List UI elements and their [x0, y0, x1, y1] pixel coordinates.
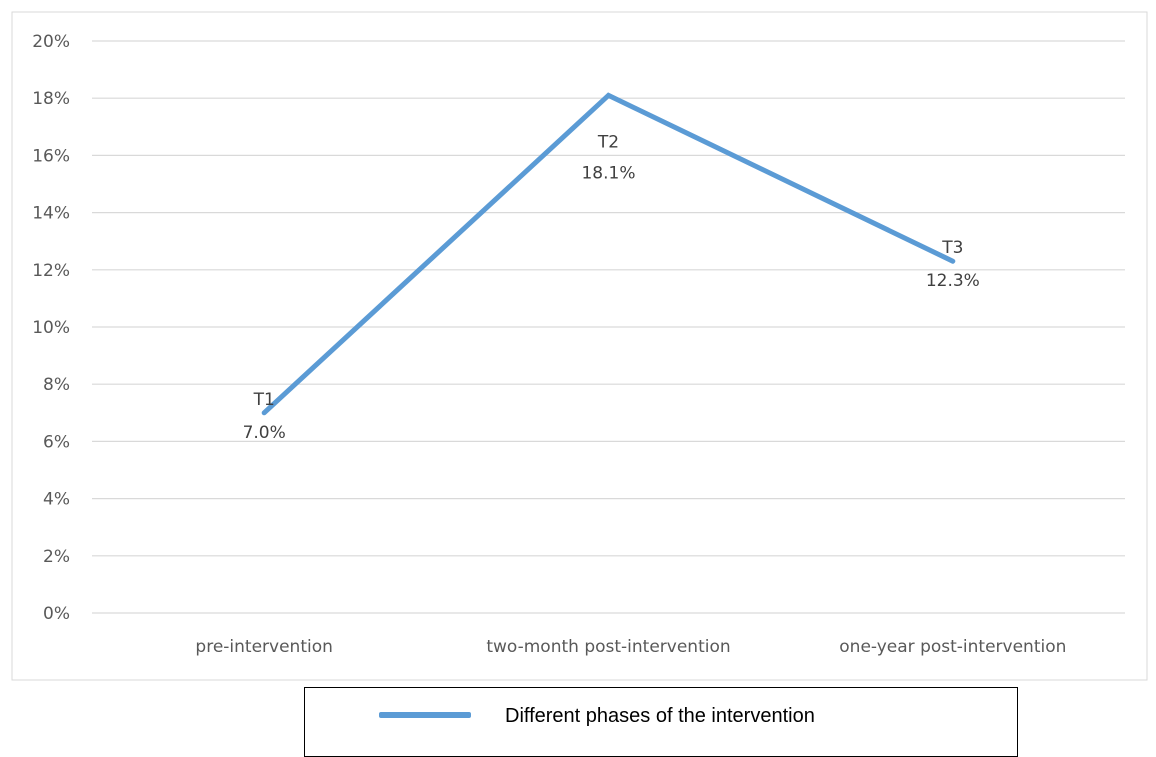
point-label: T3 — [941, 238, 963, 258]
y-tick-label: 0% — [43, 604, 70, 624]
chart-frame — [11, 11, 1148, 681]
series-line — [261, 92, 956, 416]
point-label: T1 — [253, 390, 275, 410]
y-tick-label: 18% — [32, 89, 70, 109]
value-label: 18.1% — [581, 163, 635, 183]
gridlines — [92, 40, 1125, 614]
value-label: 12.3% — [926, 271, 980, 291]
x-tick-label: two-month post-intervention — [486, 637, 730, 657]
y-axis-tick-labels: 0% 2% 4% 6% 8% 10% 12% 14% 16% 18% 20% — [32, 32, 70, 624]
x-tick-label: one-year post-intervention — [839, 637, 1066, 657]
value-label: 7.0% — [243, 423, 286, 443]
y-tick-label: 14% — [32, 204, 70, 224]
y-tick-label: 10% — [32, 318, 70, 338]
y-tick-label: 2% — [43, 547, 70, 567]
legend-label: Different phases of the intervention — [505, 705, 815, 727]
x-tick-label: pre-intervention — [195, 637, 332, 657]
data-labels: T1 7.0% T2 18.1% T3 12.3% — [243, 132, 980, 442]
y-tick-label: 4% — [43, 490, 70, 510]
y-tick-label: 20% — [32, 32, 70, 52]
y-tick-label: 6% — [43, 432, 70, 452]
point-label: T2 — [597, 132, 619, 152]
y-tick-label: 16% — [32, 146, 70, 166]
legend-line-swatch — [379, 712, 471, 718]
series-layer — [261, 92, 956, 416]
y-tick-label: 12% — [32, 261, 70, 281]
x-axis-tick-labels: pre-intervention two-month post-intervent… — [195, 637, 1066, 657]
legend: Different phases of the intervention — [304, 687, 1018, 757]
y-tick-label: 8% — [43, 375, 70, 395]
